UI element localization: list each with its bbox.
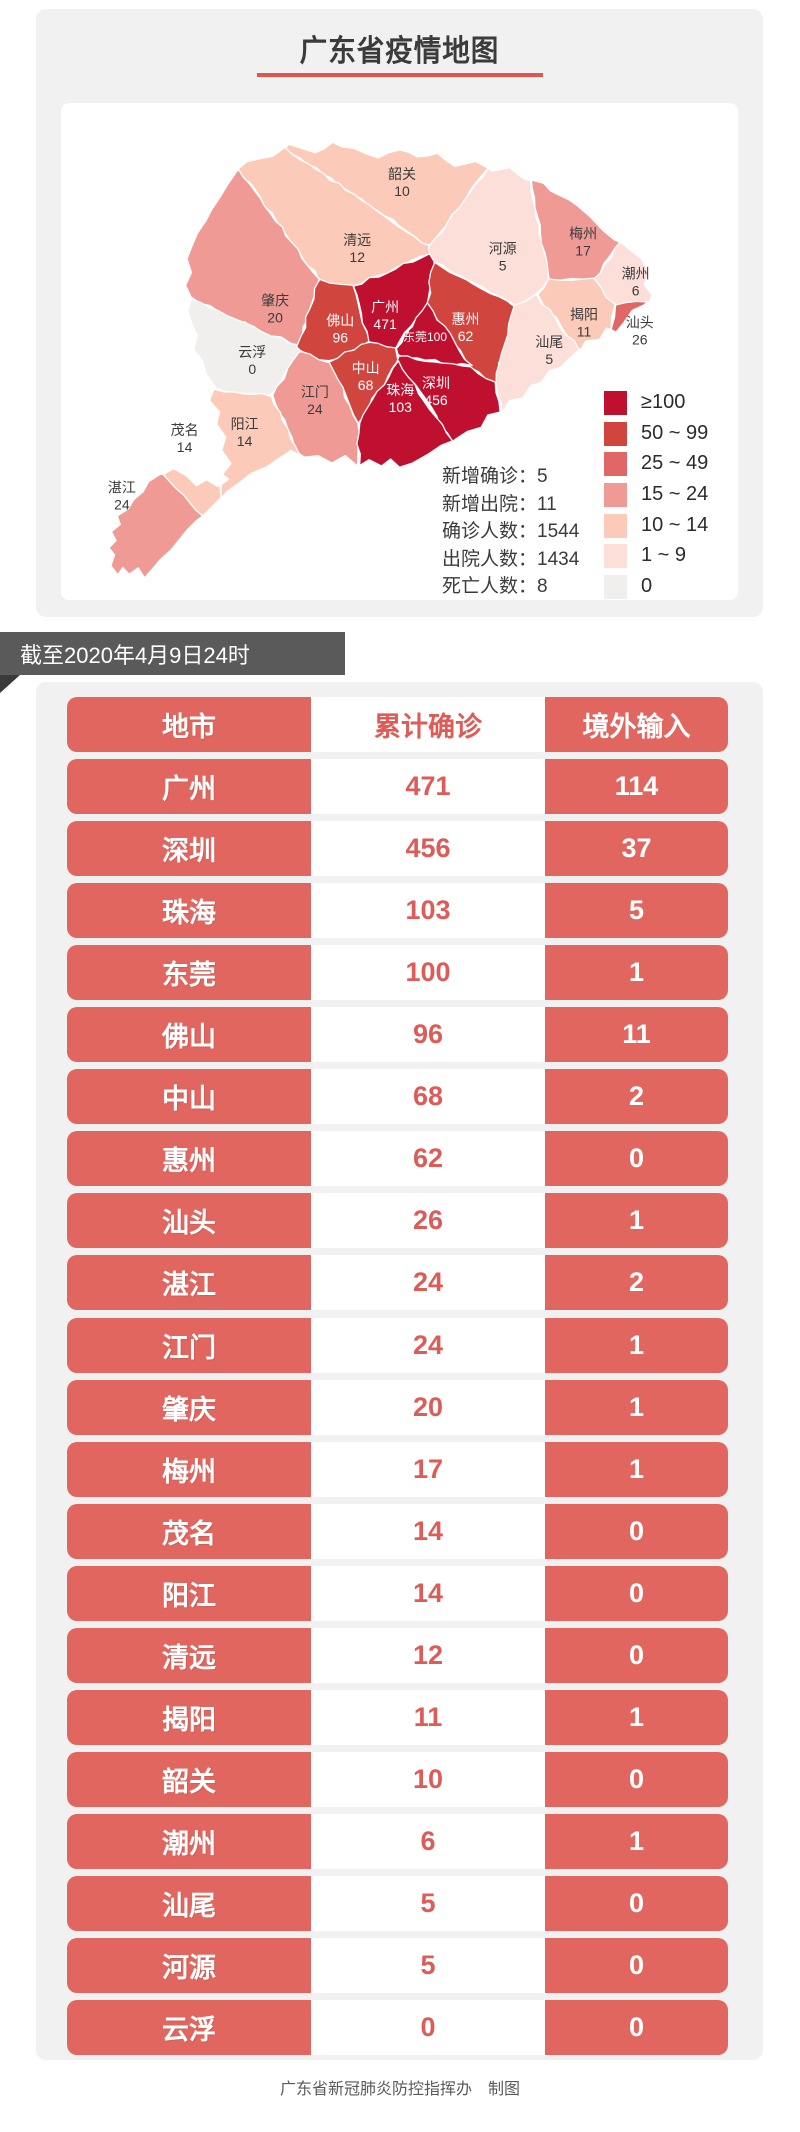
svg-text:96: 96	[333, 330, 349, 346]
svg-text:中山: 中山	[352, 360, 380, 376]
svg-text:梅州: 梅州	[569, 226, 597, 242]
svg-text:东莞100: 东莞100	[403, 330, 447, 344]
svg-text:肇庆: 肇庆	[261, 292, 289, 308]
svg-text:10: 10	[394, 183, 410, 199]
svg-text:14: 14	[177, 439, 193, 455]
svg-text:云浮: 云浮	[238, 344, 266, 360]
svg-text:佛山: 佛山	[326, 313, 354, 329]
svg-text:11: 11	[577, 324, 592, 340]
svg-text:广州: 广州	[371, 299, 399, 315]
svg-text:12: 12	[349, 249, 365, 265]
svg-text:14: 14	[237, 433, 253, 449]
svg-text:汕尾: 汕尾	[535, 334, 563, 350]
svg-text:20: 20	[267, 309, 283, 325]
svg-text:0: 0	[248, 361, 256, 377]
svg-text:17: 17	[575, 243, 591, 259]
svg-text:韶关: 韶关	[388, 166, 416, 182]
svg-text:河源: 河源	[489, 241, 517, 257]
svg-text:珠海: 珠海	[386, 382, 414, 398]
svg-text:惠州: 惠州	[452, 311, 480, 327]
svg-text:茂名: 茂名	[171, 422, 199, 438]
svg-text:6: 6	[632, 282, 640, 298]
svg-text:湛江: 湛江	[108, 480, 136, 496]
svg-text:深圳: 深圳	[422, 375, 450, 391]
svg-text:471: 471	[373, 316, 397, 332]
svg-text:24: 24	[307, 401, 323, 417]
svg-text:清远: 清远	[343, 232, 371, 248]
svg-text:62: 62	[458, 328, 474, 344]
svg-text:24: 24	[114, 497, 130, 513]
svg-text:5: 5	[499, 258, 507, 274]
svg-text:汕头: 汕头	[626, 314, 654, 330]
svg-text:5: 5	[545, 351, 553, 367]
svg-text:68: 68	[358, 377, 374, 393]
svg-text:103: 103	[389, 399, 413, 415]
svg-text:阳江: 阳江	[231, 416, 259, 432]
svg-text:26: 26	[632, 331, 648, 347]
svg-text:456: 456	[424, 392, 448, 408]
svg-text:江门: 江门	[301, 384, 329, 400]
svg-text:揭阳: 揭阳	[570, 307, 598, 323]
svg-text:潮州: 潮州	[622, 265, 650, 281]
